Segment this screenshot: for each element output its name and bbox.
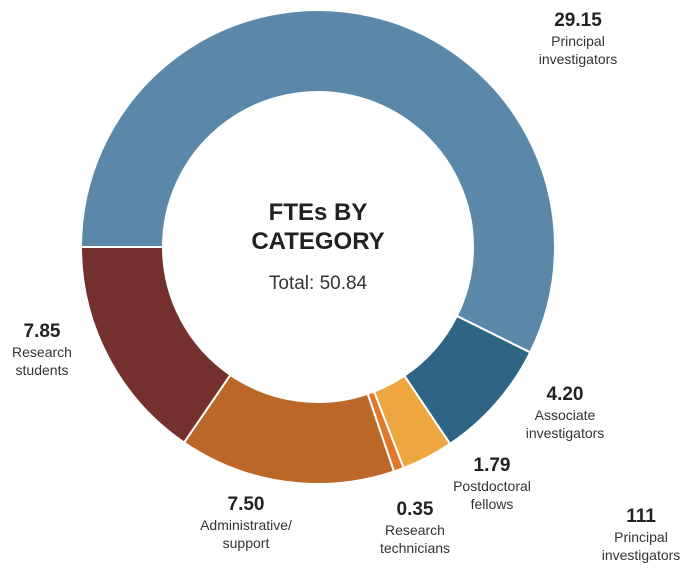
category-label: Administrative/ support [200, 517, 292, 551]
annotation: 111 Principal investigators [591, 506, 691, 564]
category-label: Research technicians [379, 522, 451, 556]
value-label: 7.50 [227, 494, 265, 515]
slice-label: 29.15 Principal investigators [528, 10, 628, 68]
value-label: 4.20 [546, 384, 584, 405]
chart-title: FTEs BY CATEGORY [251, 199, 385, 255]
value-label: 0.35 [396, 499, 434, 520]
category-label: Research students [12, 344, 72, 378]
value-label: 1.79 [473, 455, 511, 476]
slice-label: 0.35 Research technicians [365, 499, 465, 557]
slice-label: 4.20 Associate investigators [515, 384, 615, 442]
slice [79, 9, 556, 354]
annotation-value: 111 [626, 506, 656, 527]
value-label: 29.15 [554, 10, 602, 31]
total-label: Total: 50.84 [268, 273, 368, 294]
annotation-text: Principal investigators [601, 529, 681, 563]
category-label: Principal investigators [538, 33, 618, 67]
category-label: Associate investigators [525, 407, 605, 441]
slice-label: 7.85 Research students [0, 321, 87, 379]
slice-label: 7.50 Administrative/ support [181, 494, 311, 552]
slice [79, 246, 232, 444]
value-label: 7.85 [23, 321, 61, 342]
slice-label: 1.79 Postdoctoral fellows [437, 455, 547, 513]
category-label: Postdoctoral fellows [453, 478, 531, 512]
